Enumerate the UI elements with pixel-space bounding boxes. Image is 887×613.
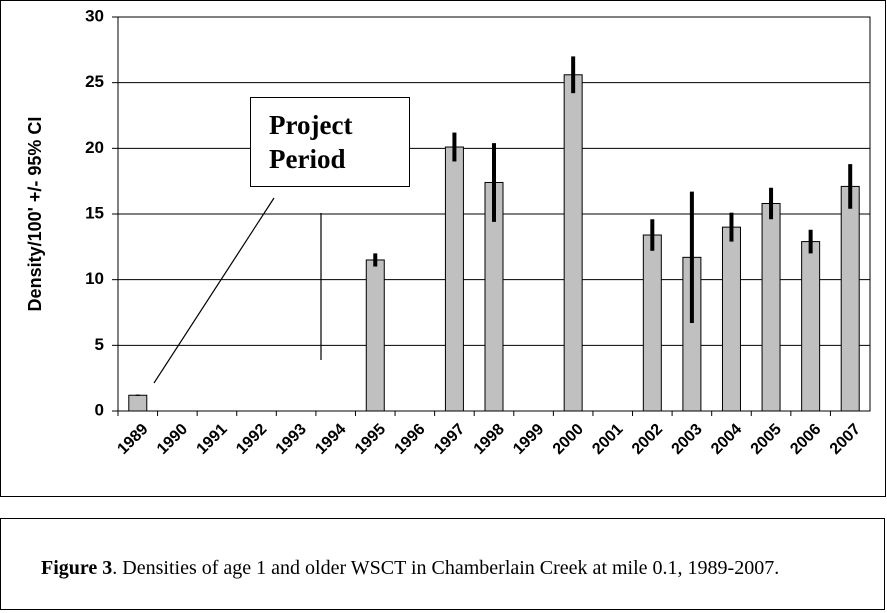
chart: Density/100' +/- 95% CI 0 5 10 15 20 25 30 1989… [0, 0, 886, 497]
y-tick-label: 10 [85, 269, 104, 288]
bar [642, 234, 662, 412]
chart-frame [0, 0, 886, 497]
x-tick-label: 1993 [273, 421, 310, 458]
x-tick-label: 2006 [787, 421, 824, 458]
x-tick-label: 2000 [550, 421, 587, 458]
bar [365, 259, 385, 412]
y-tick-label: 20 [85, 138, 104, 157]
x-tick-label: 1995 [352, 421, 389, 458]
y-tick-label: 5 [95, 335, 104, 354]
x-tick-label: 2007 [827, 421, 864, 458]
y-tick-label: 25 [85, 72, 104, 91]
annotation-line [153, 197, 275, 384]
bar [801, 241, 821, 412]
bar [840, 185, 860, 412]
bar [444, 146, 464, 412]
y-tick-label: 15 [85, 203, 104, 222]
x-tick-label: 1994 [312, 421, 349, 458]
bar [721, 226, 741, 412]
x-tick-label: 2005 [748, 421, 785, 458]
x-tick-label: 1990 [154, 421, 191, 458]
y-axis-label: Density/100' +/- 95% CI [25, 117, 45, 312]
x-tick-label: 1997 [431, 421, 468, 458]
annotation: Project Period [250, 97, 410, 187]
bar [128, 394, 148, 412]
x-tick-label: 2004 [708, 421, 745, 458]
y-tick-label: 30 [85, 6, 104, 25]
x-tick-label: 1991 [194, 421, 231, 458]
caption: Figure 3. Densities of age 1 and older W… [0, 518, 885, 610]
x-tick-label: 2003 [669, 421, 706, 458]
caption-label: Figure 3 [41, 557, 113, 579]
x-tick-label: 2002 [629, 421, 666, 458]
bar [761, 202, 781, 412]
caption-text: . Densities of age 1 and older WSCT in C… [112, 557, 780, 579]
x-tick-label: 2001 [589, 421, 626, 458]
x-tick-label: 1989 [114, 421, 151, 458]
y-tick-label: 0 [95, 400, 104, 419]
x-tick-label: 1999 [510, 421, 547, 458]
x-tick-label: 1992 [233, 421, 270, 458]
x-tick-label: 1996 [391, 421, 428, 458]
bar [563, 74, 583, 412]
x-tick-label: 1998 [471, 421, 508, 458]
